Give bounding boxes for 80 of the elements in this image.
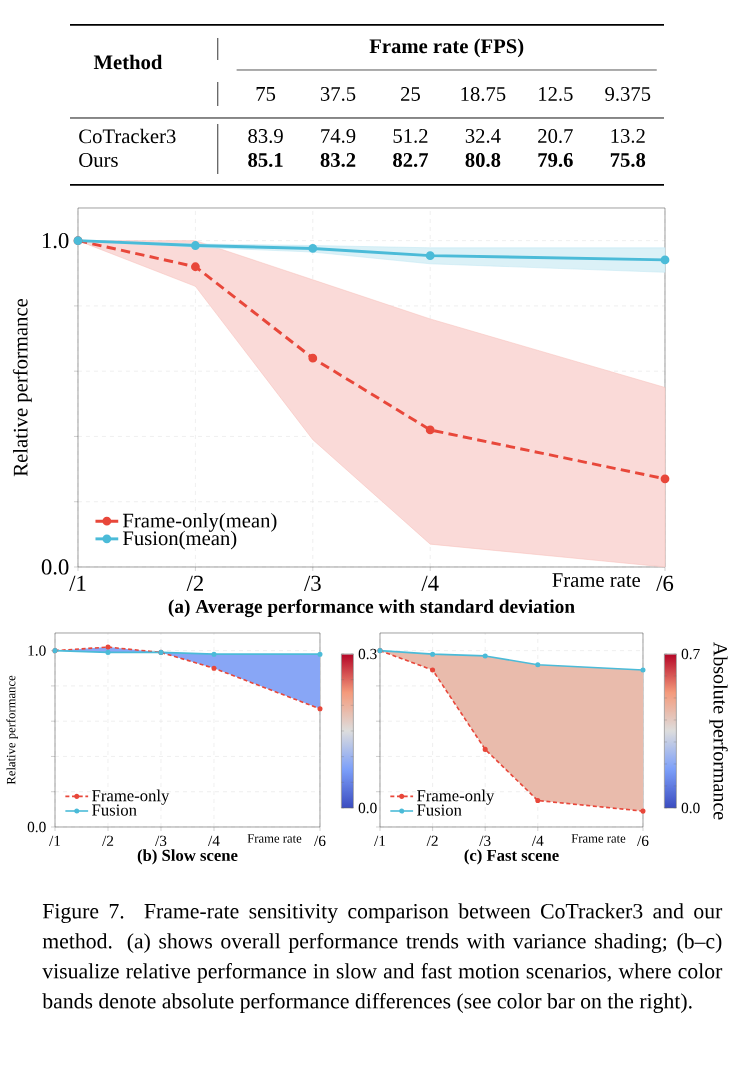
y-tick-label: 1.0	[42, 232, 69, 249]
text: Ours	[79, 153, 118, 167]
data-label: 75.8	[610, 152, 646, 168]
point	[317, 651, 323, 657]
point	[425, 251, 435, 261]
category-label: 75	[256, 87, 276, 101]
legend-label: Frame-only	[92, 789, 170, 805]
data-label: 83.9	[248, 128, 283, 144]
point	[640, 808, 646, 814]
point	[425, 425, 435, 435]
category-label: 37.5	[320, 87, 356, 101]
data-label: 80.8	[465, 152, 501, 168]
point	[482, 746, 488, 752]
x-tick-label: /4	[421, 575, 439, 591]
data-label: 51.2	[393, 129, 428, 143]
point	[482, 653, 488, 659]
y-axis-title: Relative performance	[12, 298, 32, 477]
x-tick-label: /3	[479, 835, 491, 847]
category-label: 25	[401, 87, 420, 101]
x-tick-label: /6	[314, 835, 326, 847]
y-axis-title: Relative performance	[6, 675, 18, 785]
x-axis-title: Frame rate	[247, 834, 302, 843]
point	[105, 649, 111, 655]
legend-label: Fusion	[417, 804, 462, 816]
point	[211, 651, 217, 657]
x-tick-label: /1	[374, 835, 386, 846]
x-tick-label: /1	[49, 835, 61, 846]
data-label: 32.4	[465, 129, 501, 143]
color-bar-label: 0.3	[358, 648, 377, 660]
y-tick-label: 1.0	[28, 645, 46, 656]
data-label: 85.1	[248, 152, 283, 168]
data-label: 20.7	[538, 128, 573, 144]
legend-label: Fusion(mean)	[122, 530, 237, 550]
x-tick-label: /1	[69, 575, 86, 591]
point	[211, 665, 217, 671]
color-bar-label: 0.0	[681, 802, 700, 814]
point	[308, 353, 318, 363]
point	[430, 651, 436, 657]
text: Method	[93, 54, 163, 70]
point	[105, 644, 111, 650]
color-bar-title: Absolute performance	[709, 642, 728, 820]
data-label: 13.2	[611, 129, 645, 143]
point	[660, 255, 670, 265]
x-tick-label: /2	[426, 835, 438, 847]
data-label: 83.2	[320, 152, 356, 168]
data-label: 82.7	[393, 152, 429, 168]
point	[660, 474, 670, 484]
point	[191, 262, 200, 272]
legend-label: Fusion	[92, 804, 137, 816]
color-bar-label: 0.0	[358, 802, 377, 814]
legend-label: Frame-only(mean)	[122, 513, 277, 532]
text: (b) Slow scene	[137, 849, 238, 865]
data-label: 79.6	[538, 153, 573, 167]
text: (c) Fast scene	[464, 849, 559, 865]
point	[191, 241, 200, 250]
category-label: 9.375	[605, 87, 651, 101]
x-tick-label: /6	[656, 575, 674, 591]
text: (a) Average performance with standard deviation	[168, 599, 575, 618]
x-tick-label: /2	[102, 835, 114, 847]
point	[308, 244, 318, 253]
point	[430, 667, 436, 673]
point	[317, 706, 323, 712]
point	[535, 662, 541, 668]
point	[535, 798, 541, 804]
text: Frame rate (FPS)	[369, 38, 524, 58]
category-label: 18.75	[461, 86, 506, 102]
color-bar-label: 0.7	[681, 648, 700, 660]
x-tick-label: /4	[208, 835, 220, 846]
x-tick-label: /3	[155, 835, 167, 847]
category-label: 12.5	[539, 87, 573, 101]
legend-label: Frame-only	[417, 789, 495, 805]
x-tick-label: /6	[637, 835, 649, 847]
x-axis-title: Frame rate	[552, 573, 641, 587]
data-label: 74.9	[321, 129, 356, 143]
x-tick-label: /4	[531, 835, 544, 846]
text: CoTracker3	[79, 128, 176, 144]
x-tick-label: /2	[186, 575, 203, 591]
x-tick-label: /3	[303, 575, 321, 591]
caption: Figure 7. Frame-rate sensitivity comparison between CoTracker3 and our method. (a) shows overall performance trends with variance shading; (b–c) visualize relative performance in slow and fast motion scenarios, where color bands denote absolute performance differences (see color bar on the right).	[42, 903, 723, 1014]
x-axis-title: Frame rate	[571, 834, 626, 843]
